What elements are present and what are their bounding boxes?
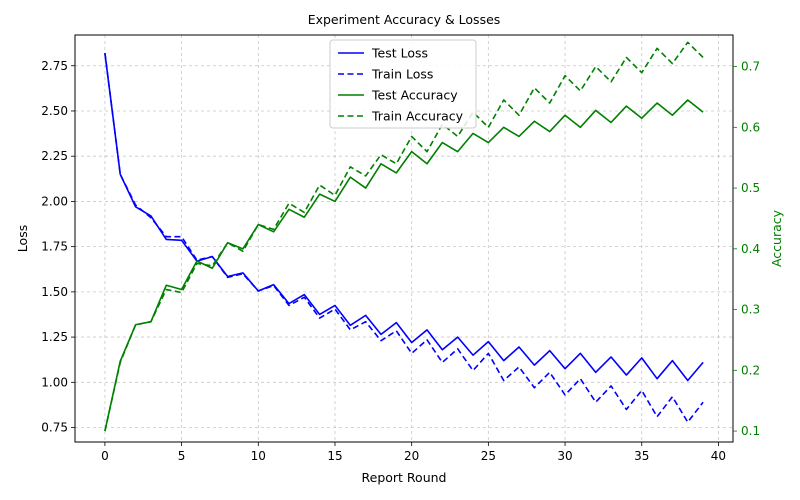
y-right-tick-label: 0.5 — [741, 181, 760, 195]
x-tick-label: 25 — [481, 449, 496, 463]
x-tick-label: 5 — [178, 449, 186, 463]
y-right-tick-label: 0.7 — [741, 60, 760, 74]
y-right-tick-label: 0.6 — [741, 120, 760, 134]
x-tick-label: 30 — [557, 449, 572, 463]
y-right-tick-label: 0.1 — [741, 424, 760, 438]
y-right-tick-label: 0.3 — [741, 303, 760, 317]
x-tick-label: 35 — [634, 449, 649, 463]
y-left-tick-label: 2.25 — [41, 149, 68, 163]
y-axis-left-label: Loss — [15, 225, 30, 252]
y-axis-left-ticks: 0.75 1.00 1.25 1.50 1.75 2.00 2.25 2.50 2.75 — [41, 59, 75, 435]
y-left-tick-label: 1.75 — [41, 240, 68, 254]
legend-entry-label: Train Loss — [371, 67, 433, 82]
x-tick-label: 20 — [404, 449, 419, 463]
x-axis-label: Report Round — [362, 470, 447, 485]
y-axis-right-label: Accuracy — [769, 209, 784, 267]
legend: Test Loss Train Loss Test Accuracy Train Ac… — [330, 40, 476, 128]
x-tick-label: 40 — [711, 449, 726, 463]
y-left-tick-label: 1.50 — [41, 285, 68, 299]
legend-entry-label: Test Loss — [371, 46, 428, 61]
y-right-tick-label: 0.4 — [741, 242, 760, 256]
chart-title: Experiment Accuracy & Losses — [308, 12, 501, 27]
y-left-tick-label: 2.00 — [41, 194, 68, 208]
y-left-tick-label: 0.75 — [41, 421, 68, 435]
y-left-tick-label: 1.25 — [41, 330, 68, 344]
x-tick-label: 15 — [327, 449, 342, 463]
x-axis-ticks: 0 5 10 15 20 25 30 35 40 — [101, 442, 726, 463]
y-axis-right-ticks: 0.1 0.2 0.3 0.4 0.5 0.6 0.7 — [733, 60, 760, 438]
y-left-tick-label: 2.75 — [41, 59, 68, 73]
legend-entry-label: Train Accuracy — [371, 109, 464, 124]
x-tick-label: 0 — [101, 449, 109, 463]
y-left-tick-label: 1.00 — [41, 375, 68, 389]
y-left-tick-label: 2.50 — [41, 104, 68, 118]
y-right-tick-label: 0.2 — [741, 363, 760, 377]
legend-entry-label: Test Accuracy — [371, 88, 458, 103]
x-tick-label: 10 — [251, 449, 266, 463]
